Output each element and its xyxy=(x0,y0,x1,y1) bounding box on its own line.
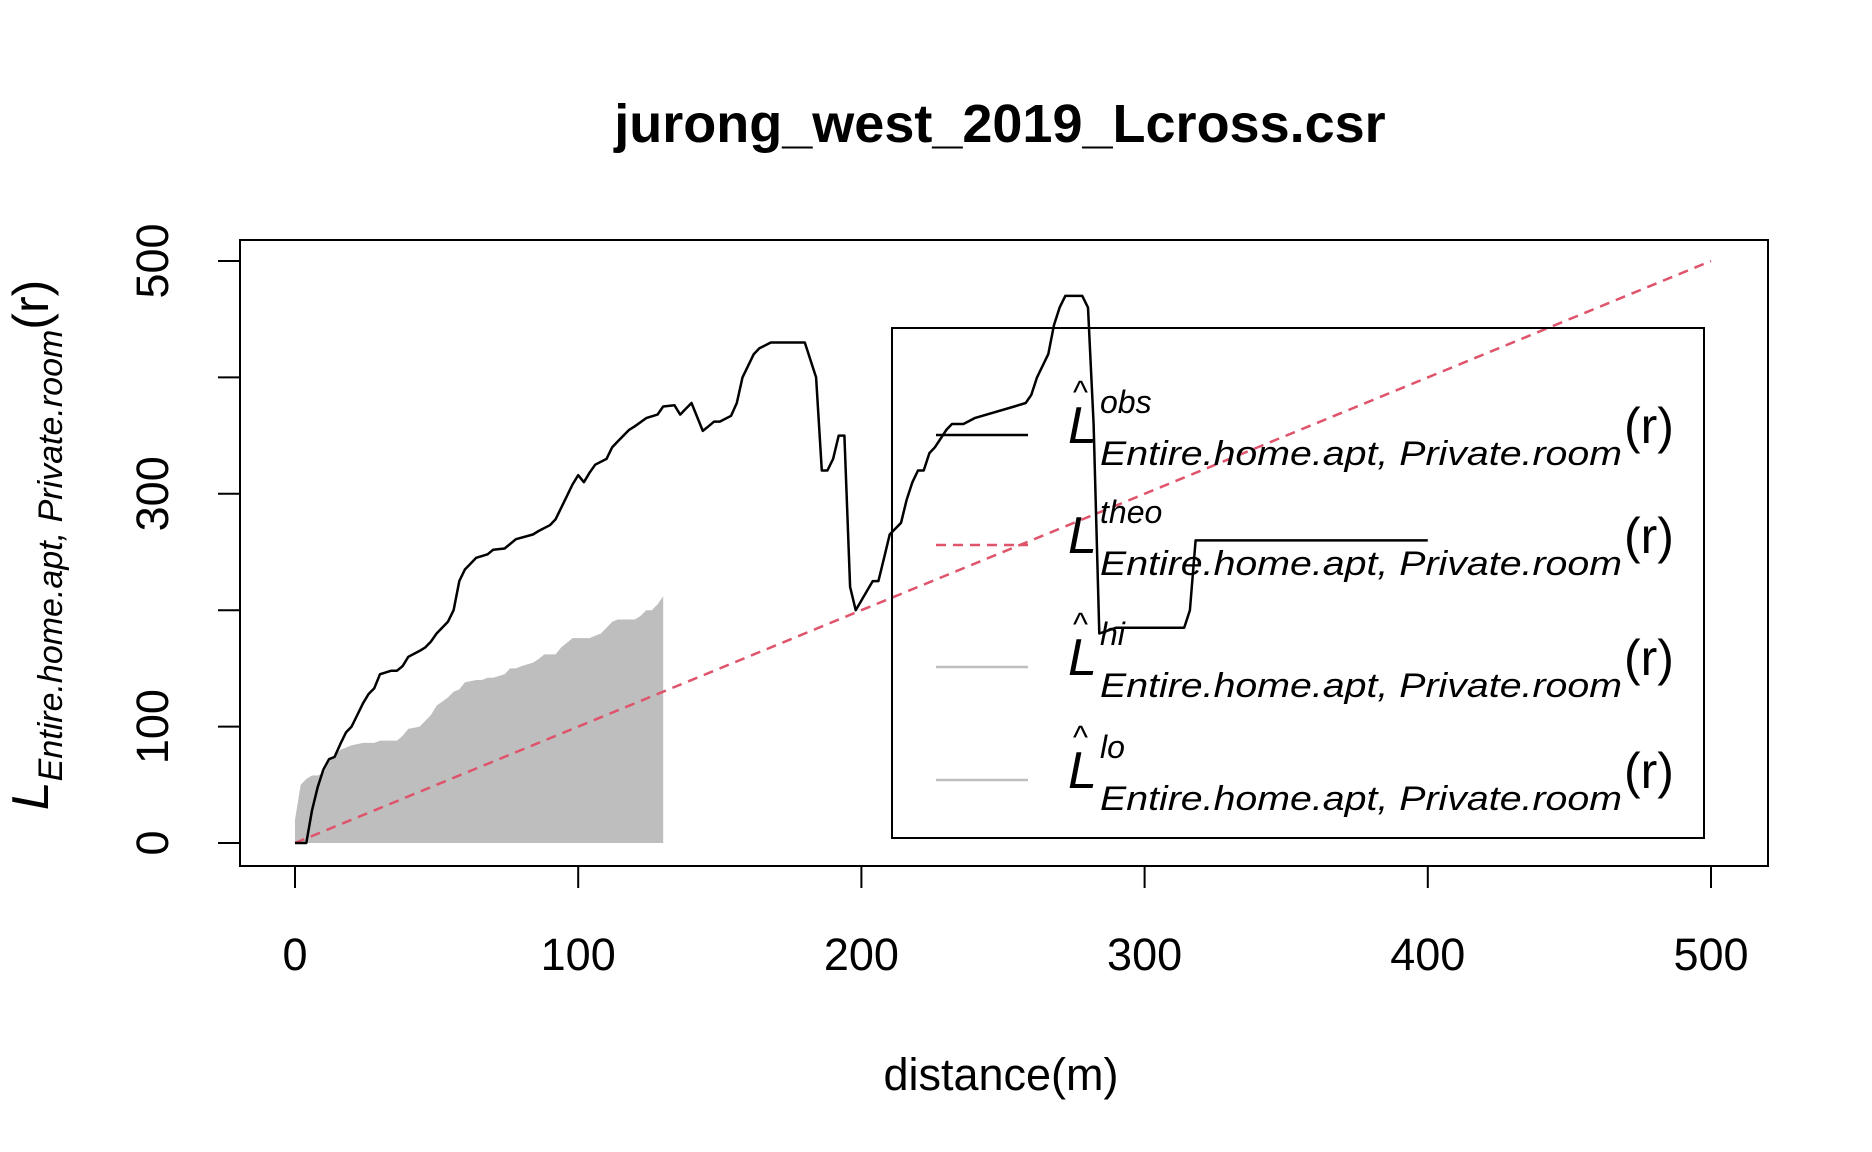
y-axis-label-subscript: Entire.home.apt, Private.room xyxy=(32,330,70,782)
x-tick-label: 0 xyxy=(282,929,307,980)
x-tick-label: 200 xyxy=(824,929,899,980)
y-axis-label-argument: (r) xyxy=(3,280,59,330)
legend-box xyxy=(891,327,1705,839)
legend-argument-obs: (r) xyxy=(1624,398,1674,454)
legend-hat-hi: ^ xyxy=(1072,606,1088,642)
legend-superscript-lo: lo xyxy=(1100,729,1125,765)
legend-argument-theo: (r) xyxy=(1624,508,1674,564)
chart-title: jurong_west_2019_Lcross.csr xyxy=(613,94,1385,154)
legend-subscript-hi: Entire.home.apt, Private.room xyxy=(1100,667,1622,705)
x-axis: 0 100 200 300 400 500 xyxy=(282,865,1749,980)
theo-line xyxy=(294,259,1712,845)
y-tick-label: 500 xyxy=(127,223,178,298)
y-tick-label: 0 xyxy=(127,830,178,855)
y-axis-label: LEntire.home.apt, Private.room(r) xyxy=(2,280,70,811)
legend-main-lo: L xyxy=(1068,742,1097,800)
legend-main-theo: L xyxy=(1068,507,1097,565)
legend-subscript-theo: Entire.home.apt, Private.room xyxy=(1100,545,1622,583)
x-tick-label: 300 xyxy=(1107,929,1182,980)
legend-superscript-obs: obs xyxy=(1100,384,1152,420)
y-axis-label-main: L xyxy=(2,781,60,810)
legend-main-hi: L xyxy=(1068,629,1097,687)
legend-argument-hi: (r) xyxy=(1624,630,1674,686)
legend-hat-obs: ^ xyxy=(1072,374,1088,410)
y-tick-label: 100 xyxy=(127,689,178,764)
legend-main-obs: L xyxy=(1068,397,1097,455)
envelope-band xyxy=(295,596,664,843)
legend-superscript-theo: theo xyxy=(1100,494,1162,530)
x-axis-label: distance(m) xyxy=(883,1049,1118,1100)
legend-superscript-hi: hi xyxy=(1100,616,1126,652)
x-tick-label: 100 xyxy=(541,929,616,980)
legend-subscript-lo: Entire.home.apt, Private.room xyxy=(1100,780,1622,818)
x-tick-label: 500 xyxy=(1673,929,1748,980)
x-tick-label: 400 xyxy=(1390,929,1465,980)
legend-hat-lo: ^ xyxy=(1072,719,1088,755)
plot-marks xyxy=(294,259,1712,845)
legend-argument-lo: (r) xyxy=(1624,743,1674,799)
y-axis: 0 100 300 500 xyxy=(127,223,241,856)
obs-line xyxy=(295,294,1428,845)
legend-subscript-obs: Entire.home.apt, Private.room xyxy=(1100,435,1622,473)
y-tick-label: 300 xyxy=(127,456,178,531)
